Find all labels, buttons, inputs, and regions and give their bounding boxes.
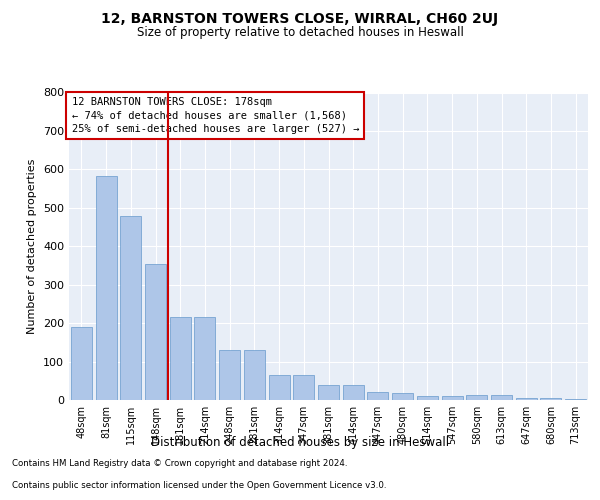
Bar — [466, 396, 487, 400]
Bar — [541, 398, 562, 400]
Bar — [516, 398, 537, 400]
Bar — [318, 384, 339, 400]
Bar — [120, 216, 141, 400]
Bar — [145, 264, 166, 400]
Bar — [442, 396, 463, 400]
Text: Contains HM Land Registry data © Crown copyright and database right 2024.: Contains HM Land Registry data © Crown c… — [12, 458, 347, 468]
Bar — [71, 327, 92, 400]
Bar — [565, 399, 586, 400]
Bar — [293, 375, 314, 400]
Text: 12 BARNSTON TOWERS CLOSE: 178sqm
← 74% of detached houses are smaller (1,568)
25: 12 BARNSTON TOWERS CLOSE: 178sqm ← 74% o… — [71, 97, 359, 134]
Bar — [269, 375, 290, 400]
Bar — [194, 318, 215, 400]
Bar — [95, 176, 116, 400]
Bar — [367, 392, 388, 400]
Text: Contains public sector information licensed under the Open Government Licence v3: Contains public sector information licen… — [12, 481, 386, 490]
Text: Size of property relative to detached houses in Heswall: Size of property relative to detached ho… — [137, 26, 463, 39]
Bar — [219, 350, 240, 400]
Y-axis label: Number of detached properties: Number of detached properties — [28, 158, 37, 334]
Bar — [244, 350, 265, 400]
Text: Distribution of detached houses by size in Heswall: Distribution of detached houses by size … — [151, 436, 449, 449]
Bar — [392, 394, 413, 400]
Bar — [417, 396, 438, 400]
Text: 12, BARNSTON TOWERS CLOSE, WIRRAL, CH60 2UJ: 12, BARNSTON TOWERS CLOSE, WIRRAL, CH60 … — [101, 12, 499, 26]
Bar — [343, 384, 364, 400]
Bar — [491, 396, 512, 400]
Bar — [170, 318, 191, 400]
